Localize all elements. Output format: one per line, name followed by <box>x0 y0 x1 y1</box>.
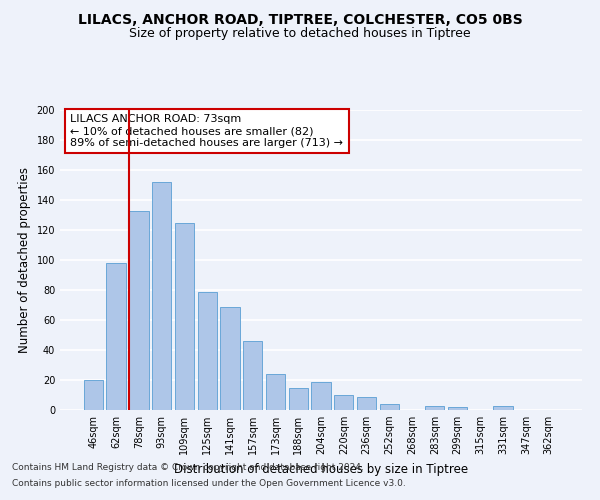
Bar <box>334 395 353 410</box>
Text: Contains public sector information licensed under the Open Government Licence v3: Contains public sector information licen… <box>12 478 406 488</box>
Text: LILACS, ANCHOR ROAD, TIPTREE, COLCHESTER, CO5 0BS: LILACS, ANCHOR ROAD, TIPTREE, COLCHESTER… <box>77 12 523 26</box>
Bar <box>152 182 172 410</box>
Bar <box>266 374 285 410</box>
Bar <box>220 306 239 410</box>
Text: Size of property relative to detached houses in Tiptree: Size of property relative to detached ho… <box>129 28 471 40</box>
Bar <box>425 406 445 410</box>
Bar <box>129 210 149 410</box>
Bar <box>493 406 513 410</box>
Bar <box>197 292 217 410</box>
Y-axis label: Number of detached properties: Number of detached properties <box>18 167 31 353</box>
Bar <box>448 407 467 410</box>
Bar <box>289 388 308 410</box>
Text: LILACS ANCHOR ROAD: 73sqm
← 10% of detached houses are smaller (82)
89% of semi-: LILACS ANCHOR ROAD: 73sqm ← 10% of detac… <box>70 114 343 148</box>
Bar <box>311 382 331 410</box>
Bar <box>84 380 103 410</box>
Bar <box>357 396 376 410</box>
Bar <box>243 341 262 410</box>
Bar <box>106 263 126 410</box>
Text: Contains HM Land Registry data © Crown copyright and database right 2024.: Contains HM Land Registry data © Crown c… <box>12 464 364 472</box>
Bar <box>175 222 194 410</box>
Bar <box>380 404 399 410</box>
X-axis label: Distribution of detached houses by size in Tiptree: Distribution of detached houses by size … <box>174 462 468 475</box>
